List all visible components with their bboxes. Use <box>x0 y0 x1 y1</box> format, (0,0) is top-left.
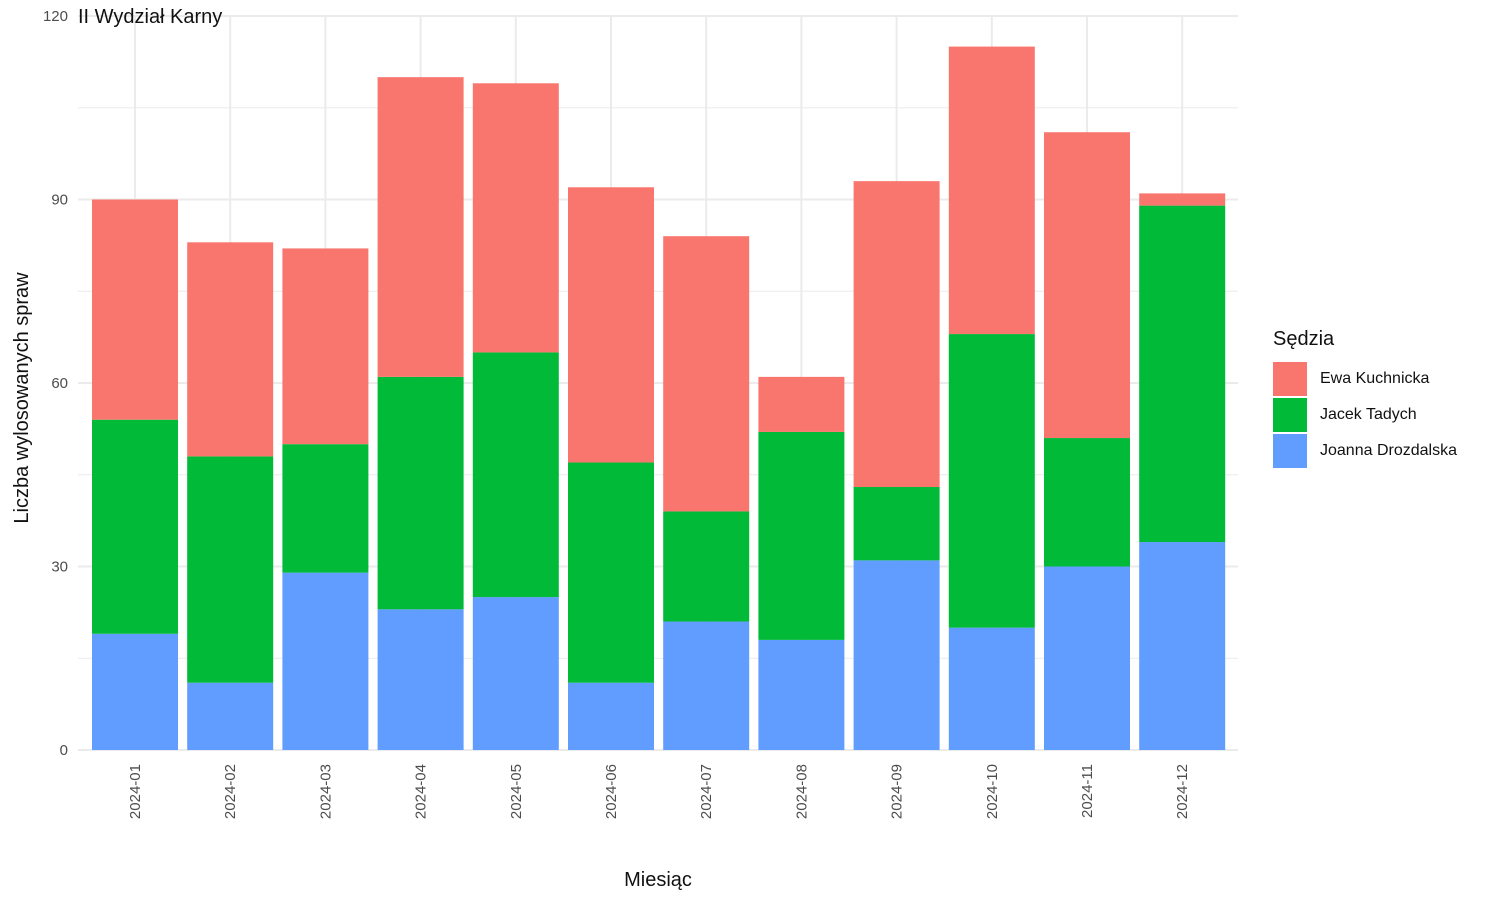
y-tick-label: 120 <box>43 8 68 25</box>
x-tick-label: 2024-03 <box>317 764 334 819</box>
x-tick-label: 2024-01 <box>127 764 144 819</box>
legend-item: Jacek Tadych <box>1273 397 1457 433</box>
bar-segment <box>568 682 654 750</box>
legend-label: Joanna Drozdalska <box>1320 442 1457 459</box>
bar-segment <box>282 572 369 750</box>
bar-segment <box>282 248 369 445</box>
x-tick-label: 2024-10 <box>984 764 1001 819</box>
bar-segment <box>1044 132 1130 439</box>
y-tick-label: 30 <box>51 559 68 576</box>
x-tick-label: 2024-09 <box>889 764 906 819</box>
bar-segment <box>948 46 1035 335</box>
bar-segment <box>758 431 845 640</box>
legend-label: Jacek Tadych <box>1320 406 1417 423</box>
bar-segment <box>568 462 654 683</box>
bar-segment <box>1044 438 1130 567</box>
chart-title: II Wydział Karny <box>78 6 223 28</box>
y-axis-ticks: 0 30 60 90 120 <box>43 8 68 759</box>
x-tick-label: 2024-11 <box>1079 764 1096 818</box>
legend-label: Ewa Kuchnicka <box>1320 370 1430 387</box>
bar-segment <box>663 621 750 750</box>
x-tick-label: 2024-07 <box>698 764 715 819</box>
x-axis-label: Miesiąc <box>624 869 692 891</box>
legend-key <box>1273 362 1307 396</box>
bar-segment <box>187 456 274 683</box>
legend: Sędzia Ewa Kuchnicka Jacek Tadych Joanna D… <box>1273 328 1457 469</box>
bar-segment <box>1139 193 1226 206</box>
bar-segment <box>663 236 750 512</box>
bar-segment <box>1139 542 1226 750</box>
bars <box>92 46 1226 750</box>
bar-segment <box>472 597 559 750</box>
bar-segment <box>472 83 559 353</box>
legend-item: Ewa Kuchnicka <box>1273 361 1457 397</box>
bar-segment <box>853 181 940 487</box>
bar-segment <box>758 639 845 750</box>
bar-segment <box>377 609 464 750</box>
bar-segment <box>92 419 178 634</box>
y-axis-label: Liczba wylosowanych spraw <box>11 272 33 524</box>
bar-segment <box>948 334 1035 628</box>
bar-segment <box>948 627 1035 750</box>
bar-segment <box>663 511 750 622</box>
x-tick-label: 2024-08 <box>793 764 810 819</box>
bar-segment <box>568 187 654 463</box>
bar-segment <box>853 486 940 561</box>
y-tick-label: 60 <box>51 375 68 392</box>
bar-segment <box>187 682 274 750</box>
x-tick-label: 2024-04 <box>413 764 430 819</box>
bar-segment <box>92 633 178 750</box>
bar-segment <box>758 376 845 432</box>
x-axis-ticks: 2024-01 2024-02 2024-03 2024-04 2024-05 2024-… <box>127 764 1191 819</box>
bar-segment <box>853 560 940 750</box>
bar-segment <box>282 444 369 573</box>
x-tick-label: 2024-06 <box>603 764 620 819</box>
legend-key <box>1273 434 1307 468</box>
bar-segment <box>1139 205 1226 543</box>
bar-segment <box>472 352 559 598</box>
legend-key <box>1273 398 1307 432</box>
bar-segment <box>92 199 178 420</box>
bar-segment <box>377 376 464 610</box>
y-tick-label: 90 <box>51 192 68 209</box>
legend-item: Joanna Drozdalska <box>1273 433 1457 469</box>
x-tick-label: 2024-02 <box>222 764 239 819</box>
y-tick-label: 0 <box>60 742 68 759</box>
legend-items: Ewa Kuchnicka Jacek Tadych Joanna Drozdals… <box>1273 361 1457 469</box>
legend-title: Sędzia <box>1273 328 1335 350</box>
x-tick-label: 2024-12 <box>1174 764 1191 819</box>
bar-segment <box>1044 566 1130 750</box>
bar-segment <box>377 77 464 377</box>
bar-segment <box>187 242 274 457</box>
x-tick-label: 2024-05 <box>508 764 525 819</box>
